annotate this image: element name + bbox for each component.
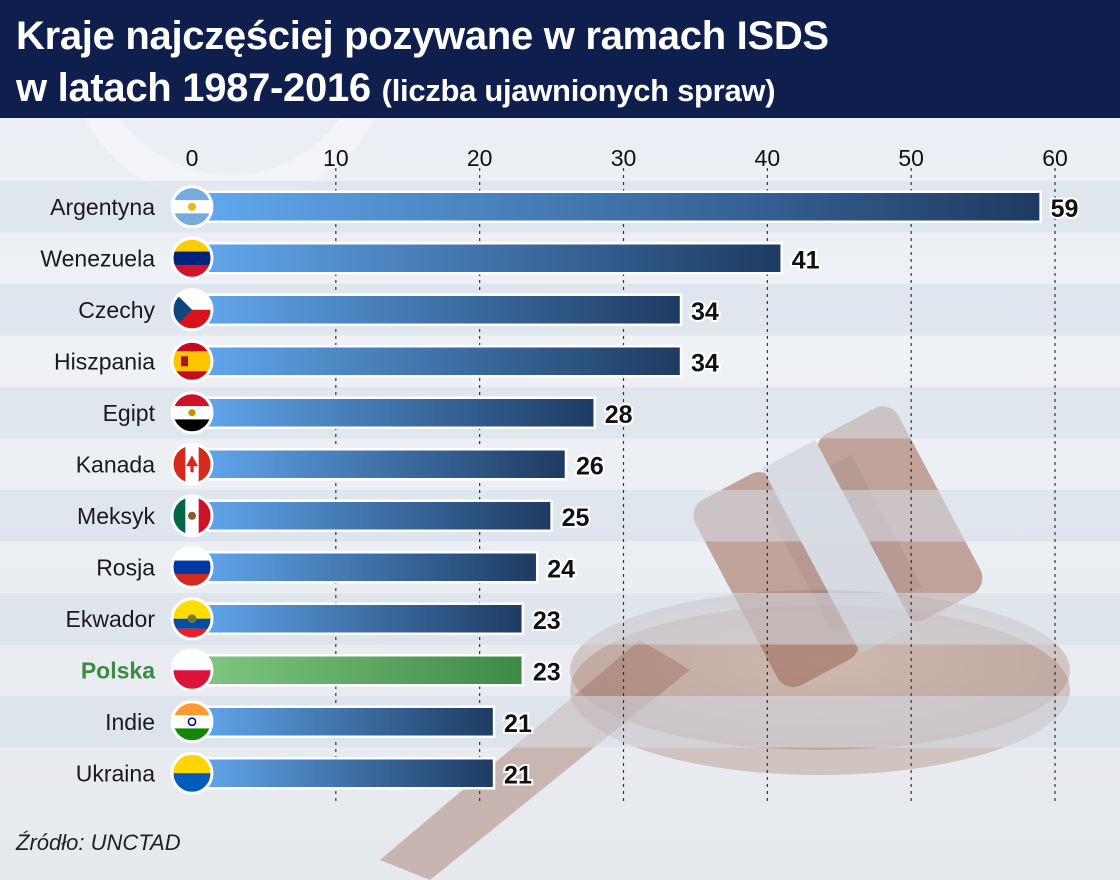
bar-hiszpania bbox=[194, 345, 683, 378]
chart-title-years: w latach 1987-2016 bbox=[16, 66, 371, 110]
chart-title-line2: w latach 1987-2016 (liczba ujawnionych s… bbox=[16, 66, 776, 111]
bar-rosja bbox=[194, 551, 539, 584]
flag-india-icon bbox=[170, 700, 214, 744]
bar-egipt bbox=[194, 396, 596, 429]
bar-ekwador bbox=[194, 602, 525, 635]
chart-title: Kraje najczęściej pozywane w ramach ISDS bbox=[16, 14, 829, 58]
x-tick-label: 50 bbox=[898, 145, 924, 171]
category-label: Czechy bbox=[78, 297, 155, 323]
value-label: 26 bbox=[576, 452, 604, 480]
bar-ukraina bbox=[194, 757, 496, 790]
x-tick-label: 40 bbox=[755, 145, 781, 171]
bar-meksyk bbox=[194, 499, 553, 532]
flag-mexico-icon bbox=[170, 494, 214, 538]
chart-subtitle: (liczba ujawnionych spraw) bbox=[381, 73, 776, 108]
x-tick-label: 0 bbox=[186, 145, 199, 171]
value-label: 25 bbox=[562, 504, 590, 532]
value-label: 21 bbox=[504, 761, 532, 789]
bar-indie bbox=[194, 705, 496, 738]
category-label: Hiszpania bbox=[54, 348, 155, 374]
category-label: Ekwador bbox=[66, 606, 156, 632]
flag-egypt-icon bbox=[170, 391, 214, 435]
value-label: 23 bbox=[533, 658, 561, 686]
category-label: Kanada bbox=[76, 451, 156, 477]
category-label: Wenezuela bbox=[40, 245, 155, 271]
flag-spain-icon bbox=[170, 339, 214, 383]
row-stripe bbox=[0, 696, 1120, 748]
category-label: Ukraina bbox=[76, 760, 155, 786]
value-label: 21 bbox=[504, 710, 532, 738]
x-tick-label: 30 bbox=[611, 145, 637, 171]
category-label: Rosja bbox=[96, 554, 155, 580]
bar-wenezuela bbox=[194, 242, 783, 275]
value-label: 28 bbox=[605, 401, 633, 429]
category-label: Meksyk bbox=[77, 503, 155, 529]
x-tick-label: 10 bbox=[323, 145, 349, 171]
flag-czech-icon bbox=[170, 288, 214, 332]
value-label: 41 bbox=[792, 246, 820, 274]
source-note: Źródło: UNCTAD bbox=[16, 830, 181, 855]
flag-venezuela-icon bbox=[170, 236, 214, 280]
flag-argentina-icon bbox=[170, 185, 214, 229]
flag-ecuador-icon bbox=[170, 597, 214, 641]
category-label: Polska bbox=[81, 657, 155, 683]
flag-canada-icon bbox=[170, 442, 214, 486]
chart-header: Kraje najczęściej pozywane w ramach ISDS… bbox=[0, 0, 1120, 118]
value-label: 24 bbox=[547, 555, 575, 583]
bar-argentyna bbox=[194, 190, 1042, 223]
value-label: 34 bbox=[691, 298, 719, 326]
value-label: 34 bbox=[691, 349, 719, 377]
value-label: 59 bbox=[1051, 195, 1079, 223]
category-label: Egipt bbox=[103, 400, 156, 426]
category-label: Indie bbox=[105, 709, 155, 735]
flag-russia-icon bbox=[170, 545, 214, 589]
bar-polska bbox=[194, 654, 525, 687]
category-label: Argentyna bbox=[50, 194, 155, 220]
flag-ukraine-icon bbox=[170, 751, 214, 795]
x-tick-label: 20 bbox=[467, 145, 493, 171]
row-stripe bbox=[0, 490, 1120, 542]
value-label: 23 bbox=[533, 607, 561, 635]
flag-poland-icon bbox=[170, 648, 214, 692]
bar-kanada bbox=[194, 448, 568, 481]
bar-czechy bbox=[194, 293, 683, 326]
x-tick-label: 60 bbox=[1042, 145, 1068, 171]
